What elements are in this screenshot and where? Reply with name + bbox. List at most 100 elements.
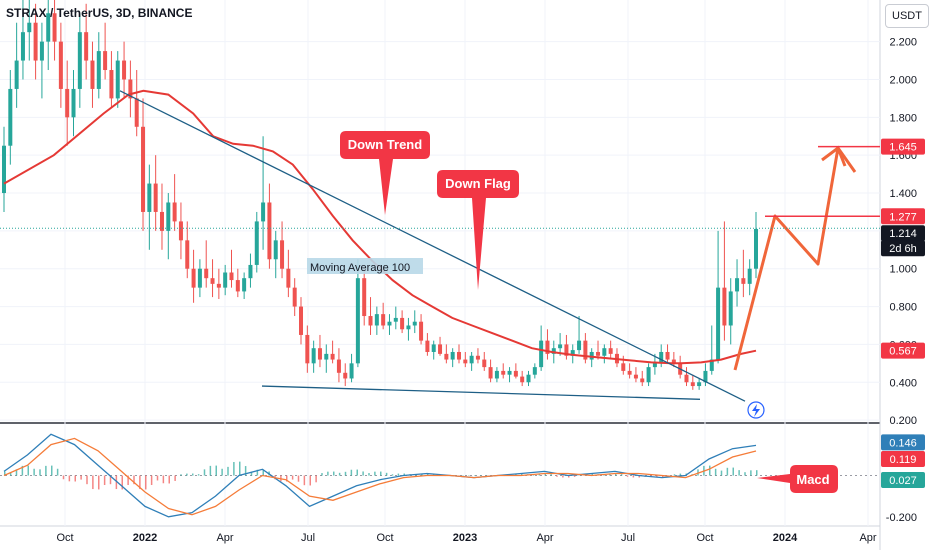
- macd-histogram-bar: [350, 469, 353, 476]
- macd-histogram-bar: [562, 475, 564, 478]
- candle-body: [577, 340, 582, 351]
- macd-histogram-bar: [327, 471, 329, 476]
- ma-label-text: Moving Average 100: [310, 262, 410, 274]
- macd-histogram-bar: [215, 465, 217, 476]
- x-tick-label: Jul: [301, 532, 315, 544]
- candle-body: [324, 353, 329, 360]
- candle-body: [235, 280, 240, 292]
- currency-button[interactable]: USDT: [885, 4, 929, 28]
- candle-body: [539, 340, 544, 368]
- macd-histogram-bar: [726, 467, 729, 476]
- candle-body: [684, 374, 689, 383]
- candle-body: [709, 359, 714, 371]
- candle-body: [431, 344, 436, 352]
- macd-callout-label: Macd: [796, 472, 829, 487]
- candle-body: [330, 353, 335, 360]
- candle-body: [633, 374, 638, 379]
- last-price-label-bg: [881, 225, 925, 242]
- macd-histogram-bar: [638, 475, 640, 478]
- candle-body: [33, 22, 38, 61]
- candle-body: [109, 70, 114, 99]
- candle-body: [551, 348, 556, 354]
- macd-histogram-bar: [744, 472, 746, 476]
- countdown-label-bg: [881, 240, 925, 257]
- macd-histogram-bar: [732, 467, 734, 476]
- signal-value-label: 0.119: [881, 451, 925, 468]
- macd-histogram-bar: [403, 473, 405, 476]
- candle-body: [20, 32, 25, 61]
- candle-body: [646, 367, 651, 383]
- down-trend-line: [119, 90, 746, 402]
- ma-label-box: [307, 258, 423, 274]
- macd-histogram-bar: [750, 470, 752, 476]
- candle-body: [14, 60, 19, 89]
- candle-body: [735, 278, 740, 292]
- candle-body: [141, 126, 146, 212]
- candle-body: [697, 382, 702, 387]
- candle-body: [507, 370, 512, 375]
- projection-arrow: [733, 146, 857, 371]
- macd-histogram-bar: [338, 472, 341, 476]
- candle-body: [494, 370, 499, 379]
- macd-histogram-bar: [39, 469, 41, 476]
- macd-histogram-bar: [33, 468, 35, 476]
- macd-histogram-bar: [9, 472, 12, 476]
- macd-histogram-bar: [186, 473, 188, 476]
- resistance-price-label: 1.277: [881, 208, 925, 225]
- candle-body: [621, 363, 626, 371]
- candle-body: [520, 376, 525, 383]
- macd-histogram-bar: [591, 473, 593, 476]
- signal-value-label-text: 0.119: [890, 454, 917, 466]
- macd-histogram-bar: [720, 470, 723, 476]
- candle-body: [513, 370, 518, 377]
- macd-histogram-bar: [98, 475, 100, 490]
- candle-body: [652, 363, 657, 368]
- candle-body: [103, 51, 108, 71]
- candle-body: [280, 240, 285, 269]
- ma-price-label-bg: [881, 342, 925, 359]
- macd-histogram-bar: [479, 475, 482, 477]
- macd-histogram-bar: [56, 468, 59, 476]
- macd-histogram-bar: [62, 475, 65, 480]
- macd-histogram-bar: [362, 471, 364, 476]
- macd-histogram-bar: [662, 475, 664, 478]
- candle-body: [463, 359, 468, 364]
- candle-body: [349, 363, 354, 379]
- candle-body: [665, 351, 670, 360]
- macd-histogram-bar: [221, 468, 223, 476]
- candle-body: [84, 32, 89, 61]
- signal-line: [3, 437, 757, 516]
- macd-histogram-bar: [615, 473, 617, 476]
- macd-histogram-bar: [344, 471, 347, 476]
- candle-body: [65, 88, 70, 118]
- macd-histogram-bar: [714, 468, 717, 476]
- macd-histogram-bar: [192, 473, 194, 476]
- candle-body: [596, 351, 601, 356]
- y-tick-label: 0.200: [889, 415, 917, 427]
- macd-histogram-bar: [156, 475, 159, 481]
- y-tick-label: 0.800: [889, 302, 917, 314]
- macd-histogram-bar: [244, 466, 247, 476]
- candle-body: [400, 317, 405, 330]
- candle-body: [122, 60, 127, 80]
- signal-value-label-bg: [881, 451, 925, 468]
- countdown-label-text: 2d 6h: [889, 243, 917, 255]
- candle-body: [488, 367, 493, 379]
- candle-body: [482, 359, 487, 368]
- x-tick-label: Oct: [376, 532, 393, 544]
- countdown-label: 2d 6h: [881, 240, 925, 257]
- macd-histogram-bar: [51, 465, 53, 476]
- candle-body: [728, 291, 733, 326]
- macd-histogram-bar: [239, 461, 241, 476]
- candle-body: [185, 240, 190, 269]
- macd-histogram-bar: [68, 475, 71, 482]
- candle-body: [96, 51, 101, 89]
- ma-price-label-text: 0.567: [889, 346, 917, 358]
- macd-histogram-bar: [521, 473, 523, 476]
- macd-histogram-bar: [21, 465, 24, 476]
- macd-histogram-bar: [209, 465, 212, 476]
- candle-body: [58, 41, 63, 89]
- macd-histogram-bar: [468, 475, 470, 477]
- y-tick-label: 1.800: [889, 112, 917, 124]
